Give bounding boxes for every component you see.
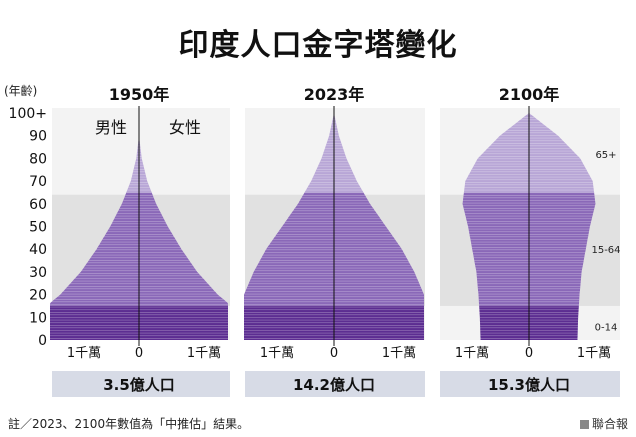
age-group-label: 15-64 (591, 245, 620, 256)
x-tick-label-right: 1千萬 (187, 346, 221, 361)
x-tick-label-zero: 0 (525, 346, 533, 361)
pyramid-panel: 2023年 1千萬 0 1千萬 14.2億人口 (244, 85, 425, 397)
y-tick-label: 90 (29, 129, 47, 145)
x-tick-label-right: 1千萬 (577, 346, 611, 361)
y-axis-unit: (年齡) (4, 84, 37, 98)
y-tick-label: 40 (29, 242, 47, 258)
x-tick-label-left: 1千萬 (455, 346, 489, 361)
pyramid-panel: 2100年 1千萬 0 1千萬 15.3億人口 (440, 85, 620, 397)
source-label: 聯合報 (591, 417, 628, 431)
y-tick-label: 0 (38, 333, 47, 349)
total-population-box (52, 371, 230, 397)
x-tick-label-left: 1千萬 (67, 346, 101, 361)
y-tick-label: 10 (29, 310, 47, 326)
x-tick-label-right: 1千萬 (382, 346, 416, 361)
total-population-box (245, 371, 425, 397)
y-tick-label: 80 (29, 151, 47, 167)
y-tick-label: 60 (29, 197, 47, 213)
y-tick-label: 50 (29, 220, 47, 236)
y-tick-label: 70 (29, 174, 47, 190)
total-population-label: 15.3億人口 (488, 376, 570, 394)
age-group-label: 65+ (595, 150, 616, 161)
age-group-label: 0-14 (595, 322, 618, 333)
source-square-icon (579, 420, 589, 429)
x-tick-label-zero: 0 (330, 346, 338, 361)
source-credit: 聯合報 (579, 415, 628, 432)
y-tick-label: 100+ (9, 106, 47, 122)
y-tick-label: 30 (29, 265, 47, 281)
panel-title: 1950年 (109, 85, 170, 104)
footnote: 註／2023、2100年數值為「中推估」結果。 (8, 417, 250, 431)
male-label: 男性 (95, 118, 127, 137)
x-tick-label-left: 1千萬 (260, 346, 294, 361)
panel-title: 2023年 (304, 85, 365, 104)
total-population-label: 3.5億人口 (103, 376, 175, 394)
y-tick-label: 20 (29, 288, 47, 304)
x-tick-label-zero: 0 (135, 346, 143, 361)
panel-title: 2100年 (499, 85, 560, 104)
y-axis: (年齡) 100+ 90 80 70 60 50 40 30 20 10 0 (4, 84, 47, 349)
total-population-box (440, 371, 620, 397)
total-population-label: 14.2億人口 (293, 376, 375, 394)
page-title: 印度人口金字塔變化 (178, 28, 458, 63)
female-label: 女性 (169, 118, 201, 137)
